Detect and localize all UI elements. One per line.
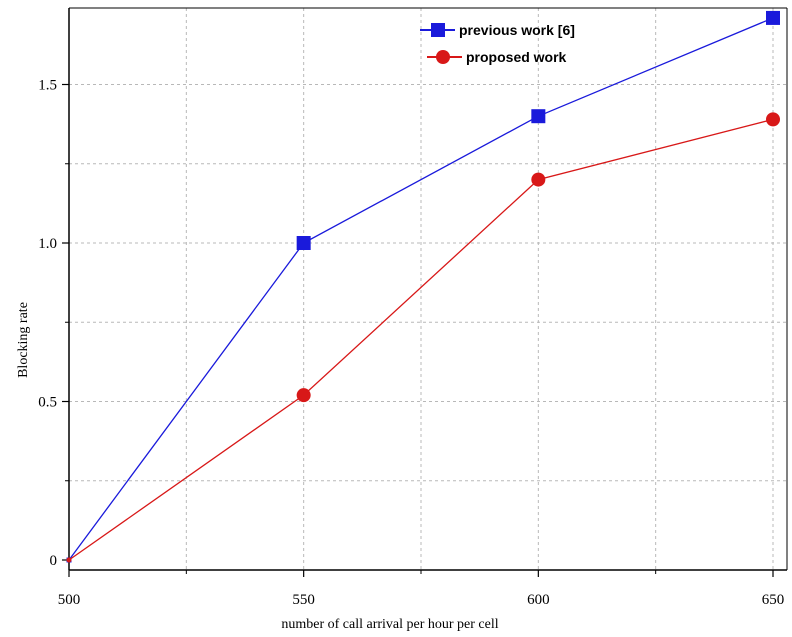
x-tick-label: 500	[58, 592, 81, 608]
data-point-proposed-work	[531, 172, 546, 187]
y-tick-label: 0.5	[38, 395, 57, 411]
legend-label-previous-work: previous work [6]	[459, 22, 575, 38]
series-line-proposed-work	[68, 118, 774, 561]
data-point-previous-work	[766, 10, 780, 25]
legend-marker-previous-work	[431, 23, 445, 37]
data-point-previous-work	[531, 109, 546, 124]
legend: previous work [6] proposed work	[420, 22, 575, 65]
y-tick-label: 1.0	[38, 236, 57, 252]
y-axis-title: Blocking rate	[16, 302, 31, 378]
series-line-previous-work	[68, 17, 774, 561]
data-point-proposed-work	[296, 388, 311, 403]
data-point-proposed-work	[766, 112, 780, 127]
grid	[69, 8, 787, 570]
axis-ticks: 500 550 600 650 0 0.5 1.0 1.5	[38, 78, 784, 609]
x-tick-label: 550	[292, 592, 315, 608]
legend-marker-proposed-work	[436, 50, 450, 64]
series	[66, 10, 780, 563]
legend-label-proposed-work: proposed work	[466, 49, 567, 65]
plot-area	[69, 8, 787, 570]
x-tick-label: 650	[762, 592, 785, 608]
data-point-proposed-work	[66, 557, 72, 563]
x-tick-label: 600	[527, 592, 550, 608]
y-tick-label: 0	[50, 553, 58, 569]
data-point-previous-work	[296, 236, 311, 250]
y-tick-label: 1.5	[38, 78, 57, 94]
x-axis-title: number of call arrival per hour per cell	[281, 617, 498, 632]
